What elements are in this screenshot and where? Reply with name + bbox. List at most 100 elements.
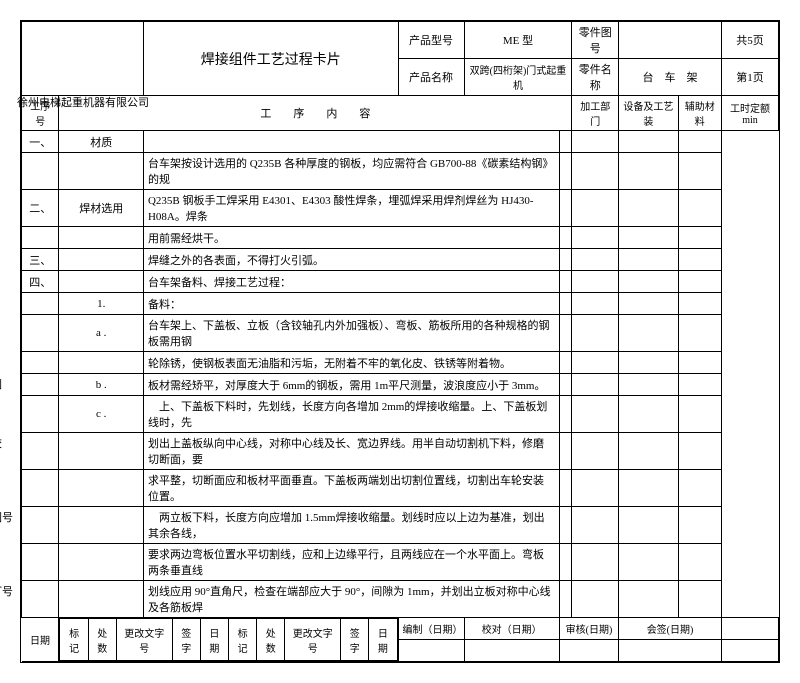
row-time xyxy=(678,315,721,352)
row-aux xyxy=(619,352,679,374)
row-equip xyxy=(572,153,619,190)
row-time xyxy=(678,470,721,507)
rev-count2: 处数 xyxy=(257,619,285,661)
row-content: 板材需经矫平，对厚度大于 6mm的钢板，需用 1m平尺测量，波浪度应小于 3mm… xyxy=(143,374,559,396)
revision-block: 标记 处数 更改文字号 签字 日期 标记 处数 更改文字号 签字 日期 xyxy=(59,618,398,662)
row-time xyxy=(678,374,721,396)
sig-review[interactable] xyxy=(559,640,618,662)
row-content: 划出上盖板纵向中心线，对称中心线及长、宽边界线。用半自动切割机下料，修磨切断面，… xyxy=(143,433,559,470)
row-seq: 底图号 xyxy=(22,507,59,544)
row-time xyxy=(678,271,721,293)
row-content: 焊缝之外的各表面，不得打火引弧。 xyxy=(143,249,559,271)
row-content: 备料： xyxy=(143,293,559,315)
row-seq xyxy=(22,227,59,249)
row-dept xyxy=(559,131,572,153)
row-equip xyxy=(572,293,619,315)
row-content: 求平整，切断面应和板材平面垂直。下盖板两端划出切割位置线，切割出车轮安装位置。 xyxy=(143,470,559,507)
row-equip xyxy=(572,227,619,249)
row-dept xyxy=(559,227,572,249)
row-time xyxy=(678,293,721,315)
row-dept xyxy=(559,153,572,190)
row-content: 上、下盖板下料时，先划线，长度方向各增加 2mm的焊接收缩量。上、下盖板划线时，… xyxy=(143,396,559,433)
col-time: 工时定额min xyxy=(721,96,778,131)
row-seq: 一、 xyxy=(22,131,59,153)
row-time xyxy=(678,433,721,470)
row-aux xyxy=(619,396,679,433)
rev-mark: 标记 xyxy=(60,619,88,661)
col-dept: 加工部门 xyxy=(572,96,619,131)
row-time xyxy=(678,581,721,618)
row-equip xyxy=(572,433,619,470)
rev-count: 处数 xyxy=(88,619,116,661)
rev-sign2: 签字 xyxy=(341,619,369,661)
product-model: ME 型 xyxy=(464,22,572,59)
footer-proof: 校对（日期） xyxy=(464,618,559,640)
part-no-label: 零件图号 xyxy=(572,22,619,59)
row-equip xyxy=(572,470,619,507)
rev-change: 更改文字号 xyxy=(116,619,172,661)
row-sub xyxy=(59,433,143,470)
sig-compile[interactable] xyxy=(398,640,464,662)
footer-date-side: 日期 xyxy=(22,618,59,662)
row-dept xyxy=(559,396,572,433)
row-seq xyxy=(22,153,59,190)
row-sub xyxy=(59,271,143,293)
row-aux xyxy=(619,271,679,293)
row-aux xyxy=(619,153,679,190)
col-seq: 工序号 徐州电梯起重机器有限公司 xyxy=(22,96,59,131)
row-seq: 装订号 xyxy=(22,581,59,618)
col-aux: 辅助材料 xyxy=(678,96,721,131)
row-seq xyxy=(22,544,59,581)
sig-proof[interactable] xyxy=(464,640,559,662)
row-aux xyxy=(619,190,679,227)
row-sub xyxy=(59,544,143,581)
part-no xyxy=(619,22,722,59)
row-content: 台车架备料、焊接工艺过程： xyxy=(143,271,559,293)
row-sub: c . xyxy=(59,396,143,433)
row-aux xyxy=(619,315,679,352)
row-seq xyxy=(22,315,59,352)
margin-label: 装订号 xyxy=(0,583,13,599)
row-seq xyxy=(22,352,59,374)
part-name: 台 车 架 xyxy=(619,59,722,96)
row-seq: 描校 xyxy=(22,433,59,470)
row-aux xyxy=(619,470,679,507)
row-aux xyxy=(619,374,679,396)
row-equip xyxy=(572,507,619,544)
row-aux xyxy=(619,293,679,315)
row-equip xyxy=(572,271,619,293)
row-sub xyxy=(59,352,143,374)
row-content xyxy=(143,131,559,153)
row-dept xyxy=(559,374,572,396)
row-time xyxy=(678,249,721,271)
product-name-label: 产品名称 xyxy=(398,59,464,96)
row-sub: 焊材选用 xyxy=(59,190,143,227)
row-sub xyxy=(59,153,143,190)
col-equip: 设备及工艺装 xyxy=(619,96,679,131)
row-aux xyxy=(619,433,679,470)
company-overlay: 徐州电梯起重机器有限公司 xyxy=(17,94,149,110)
row-dept xyxy=(559,249,572,271)
row-seq xyxy=(22,396,59,433)
row-content: 轮除锈，使钢板表面无油脂和污垢，无附着不牢的氧化皮、铁锈等附着物。 xyxy=(143,352,559,374)
row-content: 台车架上、下盖板、立板（含铰轴孔内外加强板）、弯板、筋板所用的各种规格的钢板需用… xyxy=(143,315,559,352)
footer-compile: 编制（日期） xyxy=(398,618,464,640)
row-sub: b . xyxy=(59,374,143,396)
row-equip xyxy=(572,249,619,271)
page-no: 第1页 xyxy=(721,59,778,96)
row-dept xyxy=(559,470,572,507)
row-seq xyxy=(22,470,59,507)
row-time xyxy=(678,507,721,544)
sig-cosign[interactable] xyxy=(619,640,722,662)
row-sub xyxy=(59,227,143,249)
rev-sign: 签字 xyxy=(172,619,200,661)
row-time xyxy=(678,544,721,581)
total-pages: 共5页 xyxy=(721,22,778,59)
row-aux xyxy=(619,581,679,618)
row-dept xyxy=(559,293,572,315)
row-sub: 1. xyxy=(59,293,143,315)
row-time xyxy=(678,227,721,249)
row-time xyxy=(678,131,721,153)
rev-date2: 日期 xyxy=(369,619,397,661)
rev-mark2: 标记 xyxy=(228,619,256,661)
